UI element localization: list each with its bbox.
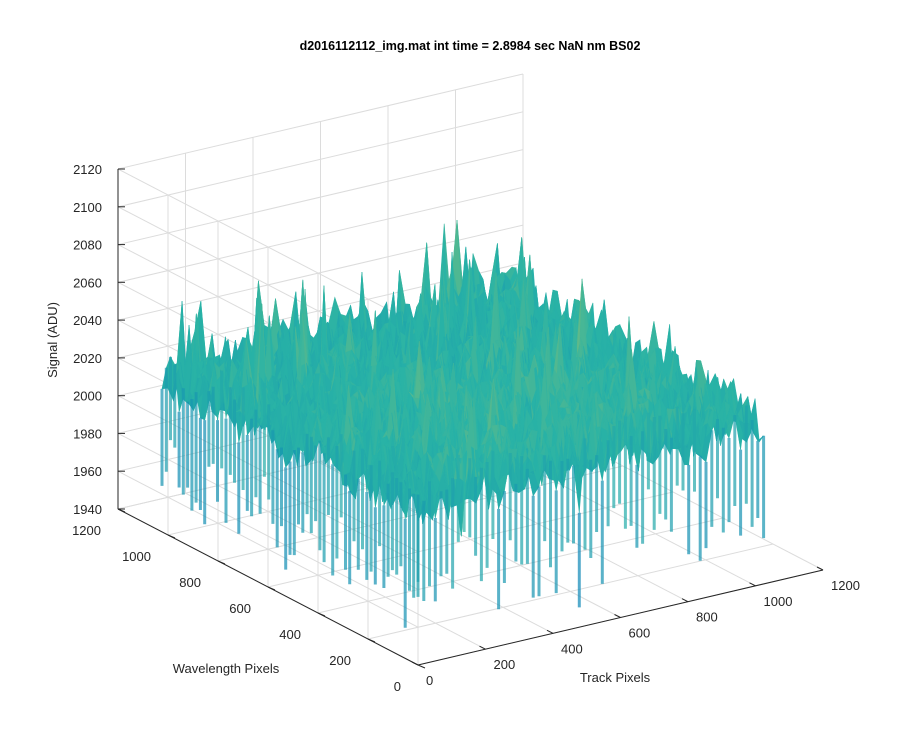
- x-axis-label: Track Pixels: [580, 670, 651, 685]
- z-axis-label: Signal (ADU): [45, 302, 60, 378]
- gridline-backwall-z: [117, 73, 524, 170]
- gridline-floor-y: [367, 543, 774, 640]
- x-tick-label: 0: [426, 673, 433, 688]
- z-tick-label: 2120: [73, 162, 102, 177]
- chart-title: d2016112112_img.mat int time = 2.8984 se…: [300, 39, 641, 53]
- y-tick-label: 800: [179, 575, 201, 590]
- y-tick-label: 0: [394, 679, 401, 694]
- x-tick: [614, 614, 621, 618]
- x-tick-label: 800: [696, 610, 718, 625]
- x-tick: [749, 582, 756, 587]
- x-tick: [479, 645, 486, 650]
- z-tick-label: 2000: [73, 389, 102, 404]
- gridline-backwall-z: [117, 111, 524, 208]
- y-tick-label: 600: [229, 601, 251, 616]
- z-tick-label: 2020: [73, 351, 102, 366]
- gridline-floor-y: [267, 491, 674, 588]
- z-tick-label: 1980: [73, 426, 102, 441]
- y-axis-label: Wavelength Pixels: [173, 661, 280, 676]
- y-tick: [367, 638, 376, 643]
- gridline-backwall-z: [117, 149, 524, 246]
- x-tick: [546, 629, 554, 634]
- y-tick-label: 400: [279, 627, 301, 642]
- z-tick-label: 1960: [73, 464, 102, 479]
- y-tick: [417, 664, 426, 669]
- z-tick-label: 2040: [73, 313, 102, 328]
- x-tick: [411, 661, 419, 666]
- z-tick-label: 1940: [73, 502, 102, 517]
- x-tick: [816, 566, 824, 571]
- gridline-backwall-z: [117, 186, 524, 283]
- x-tick-label: 1000: [764, 594, 793, 609]
- y-tick: [167, 534, 176, 539]
- gridline-leftwall-z: [117, 168, 419, 326]
- z-tick-label: 2100: [73, 200, 102, 215]
- z-tick-label: 2060: [73, 275, 102, 290]
- x-tick-label: 600: [629, 626, 651, 641]
- y-tick-label: 1200: [72, 523, 101, 538]
- x-tick-label: 200: [494, 657, 516, 672]
- axes: 0 200 400 600 800 1000 1200 0 200 400 600 800 1000 12…: [72, 162, 860, 694]
- gridline-floor-y: [317, 517, 724, 614]
- y-tick-label: 1000: [122, 549, 151, 564]
- y-tick: [267, 586, 276, 591]
- y-tick: [317, 612, 326, 617]
- y-tick-label: 200: [329, 653, 351, 668]
- surface-mesh: [160, 220, 766, 628]
- x-tick: [681, 598, 689, 603]
- x-tick-label: 400: [561, 641, 583, 656]
- z-tick-label: 2080: [73, 238, 102, 253]
- x-tick-label: 1200: [831, 578, 860, 593]
- y-tick: [217, 560, 226, 565]
